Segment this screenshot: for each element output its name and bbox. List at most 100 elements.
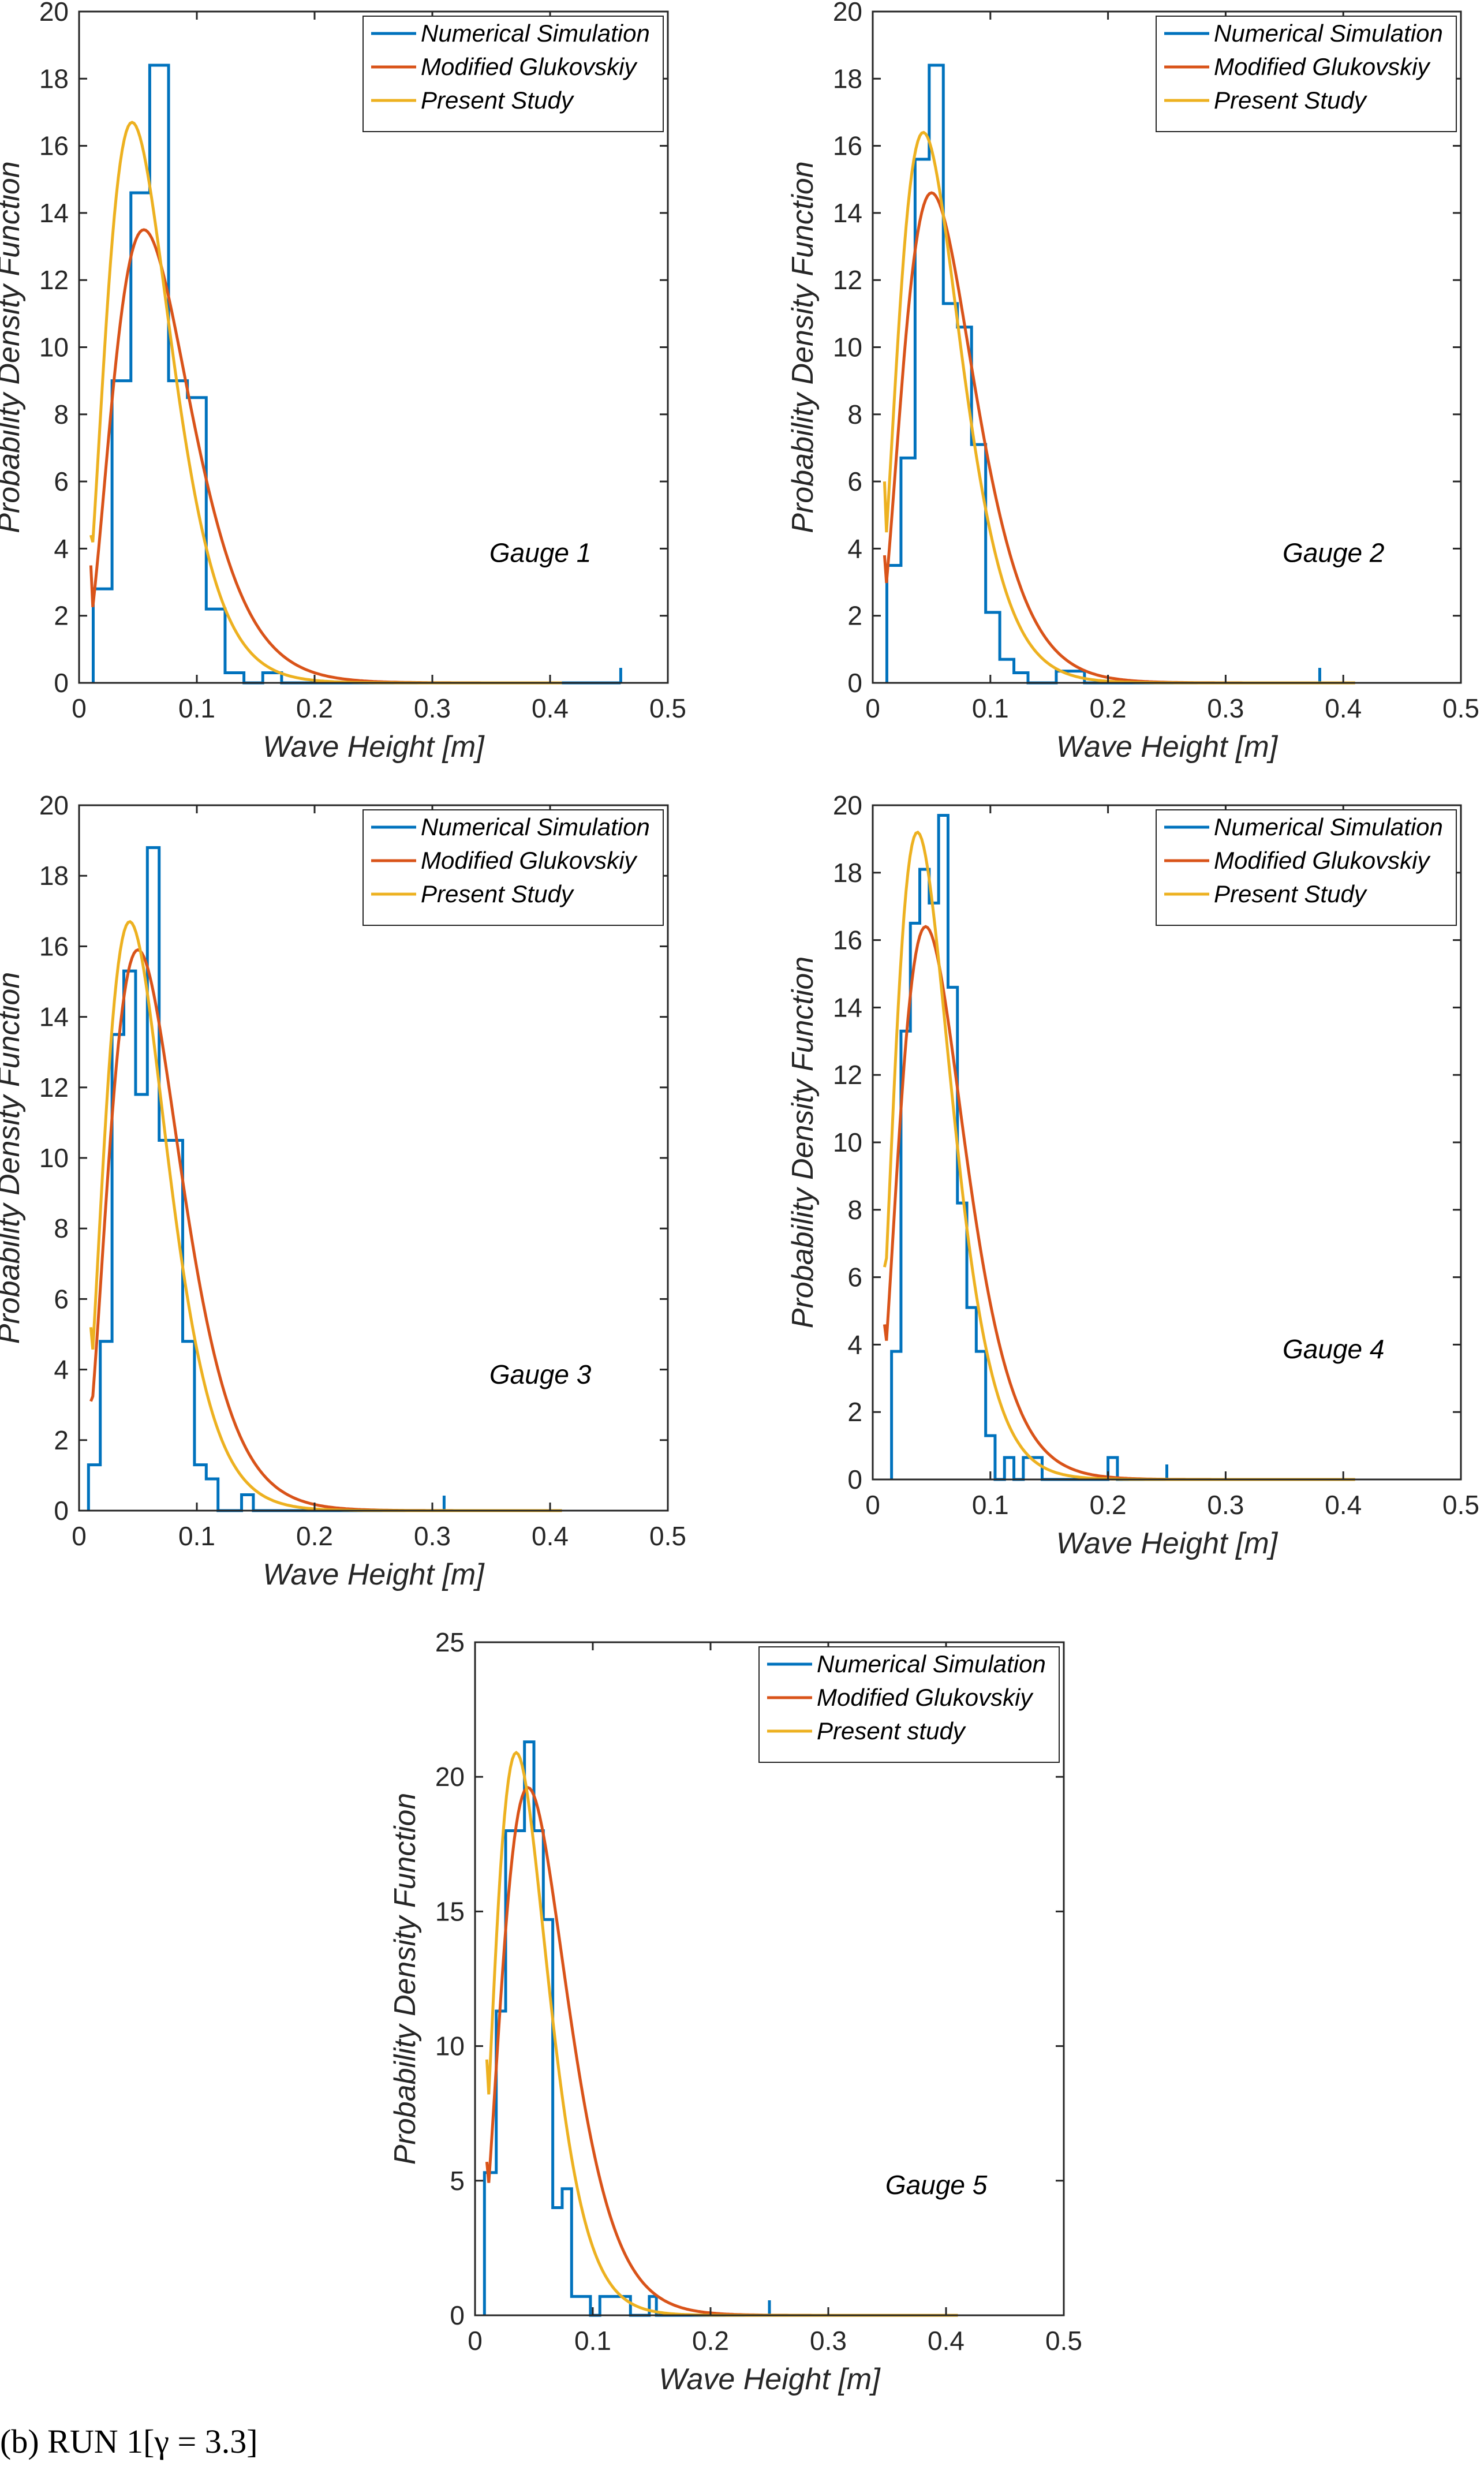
x-axis-label: Wave Height [m] <box>263 1558 485 1591</box>
x-tick-label: 0.4 <box>532 1521 569 1551</box>
legend-box <box>1156 809 1457 926</box>
x-tick-label: 0.4 <box>1325 1490 1362 1520</box>
legend-label: Numerical Simulation <box>1214 20 1443 47</box>
x-axis-label: Wave Height [m] <box>659 2363 881 2396</box>
y-tick-label: 18 <box>833 63 862 94</box>
y-tick-label: 14 <box>833 992 862 1022</box>
y-tick-label: 16 <box>39 931 69 961</box>
x-tick-label: 0.5 <box>1045 2326 1082 2356</box>
x-tick-label: 0.3 <box>1207 1490 1244 1520</box>
y-tick-label: 20 <box>39 0 69 27</box>
y-tick-label: 20 <box>833 0 862 27</box>
y-axis-label: Probability Density Function <box>0 161 26 533</box>
y-tick-label: 10 <box>833 332 862 363</box>
x-tick-label: 0.5 <box>1442 1490 1479 1520</box>
x-tick-label: 0.2 <box>296 1521 333 1551</box>
y-tick-label: 12 <box>39 1073 69 1103</box>
legend-box <box>1156 16 1457 132</box>
y-tick-label: 16 <box>39 131 69 161</box>
x-tick-label: 0.1 <box>178 693 215 723</box>
y-tick-label: 2 <box>847 1397 862 1427</box>
y-tick-label: 15 <box>435 1896 465 1926</box>
x-tick-label: 0.4 <box>928 2326 965 2356</box>
x-tick-label: 0.1 <box>178 1521 215 1551</box>
x-tick-label: 0 <box>72 1521 87 1551</box>
y-tick-label: 18 <box>39 861 69 891</box>
gauge-annotation: Gauge 5 <box>885 2170 988 2200</box>
y-tick-label: 10 <box>435 2031 465 2061</box>
x-tick-label: 0.4 <box>1325 693 1362 723</box>
x-tick-label: 0.2 <box>692 2326 729 2356</box>
legend-label: Present Study <box>421 87 575 114</box>
numerical-simulation-histogram <box>483 1740 769 2317</box>
y-tick-label: 25 <box>435 1627 465 1657</box>
legend-label: Modified Glukovskiy <box>421 847 638 874</box>
y-axis-label: Probability Density Function <box>786 161 820 533</box>
y-axis-label: Probability Density Function <box>786 956 820 1329</box>
y-tick-label: 6 <box>847 1262 862 1292</box>
y-tick-label: 2 <box>54 601 69 631</box>
x-tick-label: 0.5 <box>649 1521 686 1551</box>
y-tick-label: 14 <box>39 1002 69 1032</box>
y-tick-label: 0 <box>54 668 69 698</box>
x-tick-label: 0.2 <box>296 693 333 723</box>
y-tick-label: 4 <box>54 533 69 563</box>
x-tick-label: 0 <box>865 693 880 723</box>
y-tick-label: 6 <box>54 466 69 496</box>
y-tick-label: 2 <box>847 601 862 631</box>
chart-gauge-1: 0 0.1 0.2 0.3 0.4 0.5 0 2 4 6 8 10 12 14 16 18 20 Wave He… <box>0 0 686 764</box>
legend-label: Present study <box>817 1717 967 1744</box>
x-tick-label: 0 <box>72 693 87 723</box>
y-tick-label: 20 <box>435 1762 465 1792</box>
y-tick-label: 14 <box>833 198 862 228</box>
gauge-annotation: Gauge 2 <box>1283 538 1384 568</box>
y-tick-label: 20 <box>39 790 69 820</box>
y-tick-label: 4 <box>847 1329 862 1359</box>
gauge-annotation: Gauge 3 <box>489 1359 592 1389</box>
y-tick-label: 0 <box>54 1496 69 1526</box>
y-tick-label: 2 <box>54 1425 69 1455</box>
y-tick-label: 0 <box>847 1464 862 1494</box>
x-tick-label: 0.3 <box>1207 693 1244 723</box>
y-tick-label: 6 <box>54 1284 69 1314</box>
y-tick-label: 18 <box>833 858 862 888</box>
x-tick-label: 0.1 <box>574 2326 611 2356</box>
x-tick-label: 0 <box>468 2326 483 2356</box>
x-tick-label: 0 <box>865 1490 880 1520</box>
legend-label: Numerical Simulation <box>1214 813 1443 840</box>
y-tick-label: 16 <box>833 925 862 955</box>
x-tick-label: 0.4 <box>532 693 569 723</box>
legend-label: Numerical Simulation <box>421 20 650 47</box>
y-tick-label: 10 <box>39 1143 69 1173</box>
y-tick-label: 0 <box>847 668 862 698</box>
legend-label: Modified Glukovskiy <box>1214 847 1431 874</box>
axes-box <box>474 1641 1065 2316</box>
y-tick-label: 12 <box>39 265 69 295</box>
legend-label: Present Study <box>1214 87 1368 114</box>
legend-box <box>362 16 664 132</box>
y-tick-label: 16 <box>833 131 862 161</box>
y-axis-label: Probability Density Function <box>0 972 26 1344</box>
y-tick-label: 6 <box>847 466 862 496</box>
y-tick-label: 0 <box>450 2300 465 2330</box>
x-tick-label: 0.2 <box>1090 1490 1127 1520</box>
legend-label: Numerical Simulation <box>421 813 650 840</box>
y-tick-label: 20 <box>833 790 862 820</box>
chart-gauge-4: 0 0.1 0.2 0.3 0.4 0.5 0 2 4 6 8 10 12 14 16 18 20 Wave He… <box>786 790 1479 1560</box>
x-tick-label: 0.3 <box>810 2326 847 2356</box>
legend-label: Modified Glukovskiy <box>817 1684 1034 1711</box>
x-tick-label: 0.1 <box>972 693 1009 723</box>
y-tick-label: 8 <box>54 399 69 429</box>
y-tick-label: 18 <box>39 63 69 94</box>
legend-label: Present Study <box>1214 880 1368 907</box>
y-tick-label: 10 <box>833 1127 862 1157</box>
gauge-annotation: Gauge 4 <box>1283 1334 1384 1364</box>
x-axis-label: Wave Height [m] <box>263 730 485 764</box>
y-tick-label: 8 <box>847 399 862 429</box>
y-tick-label: 12 <box>833 1060 862 1090</box>
chart-gauge-5: 0 0.1 0.2 0.3 0.4 0.5 0 5 10 15 20 25 Wave Height [m… <box>388 1627 1082 2396</box>
legend-box <box>758 1646 1060 1763</box>
legend-label: Modified Glukovskiy <box>1214 53 1431 80</box>
y-tick-label: 4 <box>54 1355 69 1385</box>
